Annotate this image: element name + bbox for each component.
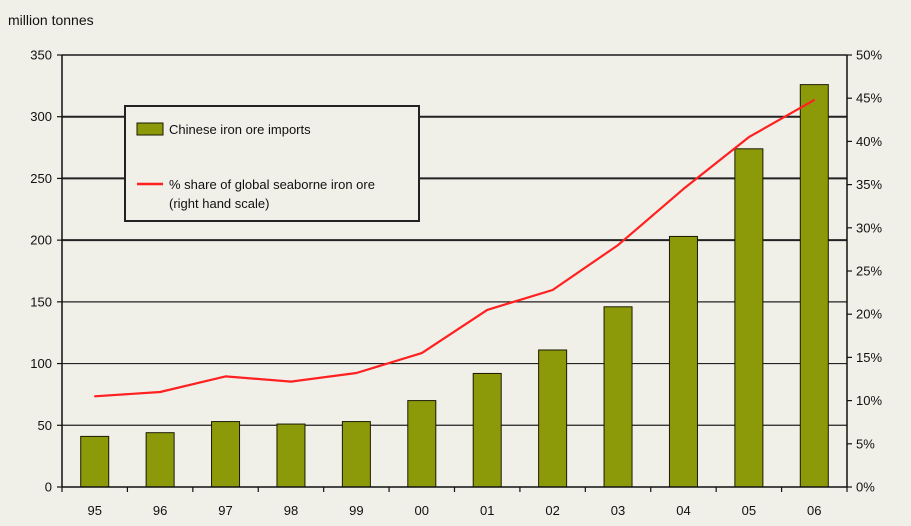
y-left-tick-label: 50 [38, 418, 52, 433]
x-tick-label-95: 95 [87, 503, 101, 518]
bar-97 [211, 421, 241, 488]
legend-box [124, 105, 420, 222]
line-point-05 [748, 136, 750, 138]
x-tick-label-98: 98 [284, 503, 298, 518]
y-right-tick-label: 0% [856, 480, 875, 495]
bar-01 [472, 372, 502, 488]
x-tick-label-97: 97 [218, 503, 232, 518]
y-right-tick-label: 10% [856, 393, 882, 408]
bar-04 [668, 235, 698, 488]
line-point-00 [420, 352, 423, 354]
y-right-tick-label: 50% [856, 48, 882, 63]
line-share-of-seaborne [94, 98, 815, 398]
x-tick-label-05: 05 [742, 503, 756, 518]
legend-label-line: % share of global seaborne iron ore [169, 177, 375, 192]
y-right-tick-label: 20% [856, 307, 882, 322]
x-tick-label-99: 99 [349, 503, 363, 518]
x-tick-label-00: 00 [415, 503, 429, 518]
y-right-tick-label: 5% [856, 436, 875, 451]
line-point-06 [813, 99, 816, 101]
y-axis-unit-label: million tonnes [8, 12, 94, 28]
bar-02 [538, 349, 568, 488]
bar-96 [145, 432, 175, 488]
line-point-97 [224, 375, 227, 378]
line-point-02 [551, 289, 554, 291]
x-tick-label-01: 01 [480, 503, 494, 518]
line-point-01 [486, 309, 489, 311]
y-left-tick-label: 300 [30, 109, 52, 124]
y-right-tick-label: 30% [856, 220, 882, 235]
legend-swatch-bars [136, 122, 164, 136]
bar-03 [603, 306, 633, 488]
axes: 0501001502002503003500%5%10%15%20%25%30%… [30, 48, 882, 519]
legend-label-line-note: (right hand scale) [169, 196, 269, 211]
x-tick-label-96: 96 [153, 503, 167, 518]
y-left-tick-label: 100 [30, 356, 52, 371]
y-left-tick-label: 150 [30, 294, 52, 309]
x-tick-label-03: 03 [611, 503, 625, 518]
y-left-tick-label: 200 [30, 233, 52, 248]
y-left-tick-label: 250 [30, 171, 52, 186]
x-tick-label-02: 02 [545, 503, 559, 518]
line-point-04 [682, 188, 685, 190]
y-left-tick-label: 350 [30, 48, 52, 63]
line-point-96 [159, 391, 161, 393]
line-series [93, 98, 816, 398]
line-point-98 [290, 380, 292, 383]
bar-95 [80, 435, 110, 488]
line-point-95 [93, 395, 96, 398]
bar-99 [341, 421, 371, 488]
legend: Chinese iron ore imports % share of globa… [124, 105, 420, 222]
x-tick-label-04: 04 [676, 503, 690, 518]
x-tick-label-06: 06 [807, 503, 821, 518]
y-right-tick-label: 40% [856, 134, 882, 149]
y-left-tick-label: 0 [45, 480, 52, 495]
bar-05 [734, 148, 764, 488]
y-right-tick-label: 35% [856, 177, 882, 192]
bar-06 [799, 84, 829, 488]
bar-00 [407, 400, 437, 488]
line-point-99 [355, 372, 358, 374]
y-right-tick-label: 25% [856, 264, 882, 279]
y-right-tick-label: 45% [856, 91, 882, 106]
legend-label-bars: Chinese iron ore imports [169, 122, 311, 137]
y-right-tick-label: 15% [856, 350, 882, 365]
line-point-03 [617, 244, 619, 246]
bar-98 [276, 423, 306, 488]
